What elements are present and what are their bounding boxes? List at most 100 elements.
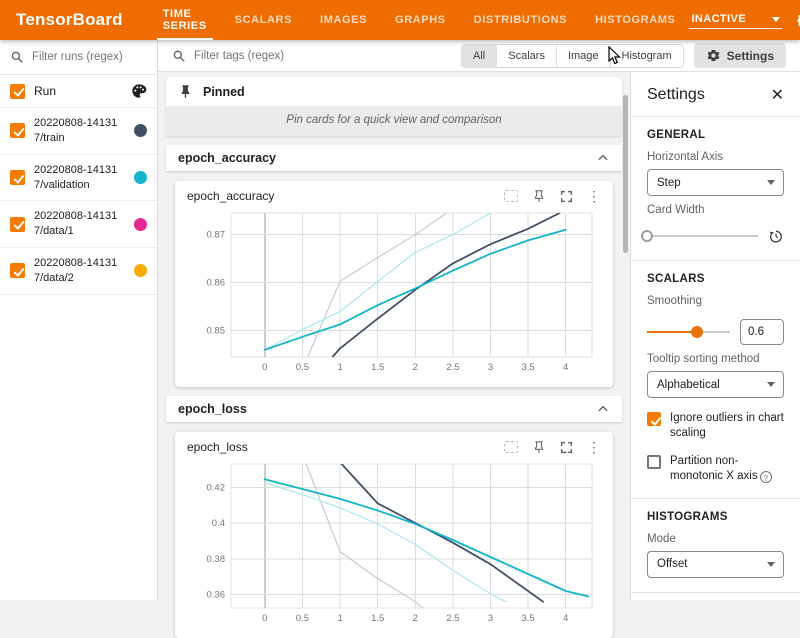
card-width-slider[interactable] — [641, 229, 758, 243]
tag-filter-input[interactable] — [194, 49, 374, 62]
horizontal-axis-value: Step — [657, 176, 681, 189]
epoch-accuracy-chart[interactable]: 0 0.5 1 1.5 2 2.5 3 3.5 4 0.85 0.86 0.87 — [187, 207, 600, 377]
svg-text:0.38: 0.38 — [207, 554, 226, 565]
filter-histogram-button[interactable]: Histogram — [610, 44, 683, 67]
filter-all-button[interactable]: All — [462, 44, 498, 67]
run-filter-row — [0, 40, 157, 75]
epoch-loss-chart[interactable]: 0 0.5 1 1.5 2 2.5 3 3.5 4 0.36 0.38 0.4 0.42 — [187, 458, 600, 628]
help-icon[interactable]: ? — [759, 470, 772, 483]
section-epoch-accuracy[interactable]: epoch_accuracy — [166, 145, 622, 171]
svg-text:0.42: 0.42 — [207, 482, 226, 493]
svg-text:2.5: 2.5 — [446, 362, 459, 373]
smoothing-input[interactable] — [740, 319, 784, 345]
settings-button-label: Settings — [726, 48, 774, 63]
pin-icon[interactable] — [532, 189, 546, 203]
run-checkbox[interactable] — [10, 123, 25, 139]
reset-icon[interactable] — [768, 228, 784, 244]
run-color-dot[interactable] — [134, 124, 147, 138]
chevron-up-icon[interactable] — [596, 402, 610, 416]
svg-text:0.5: 0.5 — [296, 613, 309, 624]
palette-icon[interactable] — [131, 83, 147, 99]
pin-icon[interactable] — [532, 440, 546, 454]
fullscreen-icon[interactable] — [560, 441, 573, 454]
svg-text:3.5: 3.5 — [521, 362, 534, 373]
run-checkbox[interactable] — [10, 216, 25, 232]
histogram-mode-select[interactable]: Offset — [647, 550, 784, 578]
partition-x-axis-checkbox[interactable] — [647, 454, 661, 469]
tab-images[interactable]: IMAGES — [320, 14, 368, 26]
filter-image-button[interactable]: Image — [556, 44, 611, 67]
chart-card-epoch-loss: epoch_loss ⋮ 0 0.5 1 1.5 2 2.5 3 3.5 4 0.36 0.38 0.… — [175, 432, 613, 638]
run-color-dot[interactable] — [134, 171, 147, 185]
section-title: epoch_loss — [178, 402, 247, 416]
tab-scalars[interactable]: SCALARS — [234, 14, 293, 26]
tooltip-sort-label: Tooltip sorting method — [647, 353, 760, 365]
partition-x-axis-row[interactable]: Partition non-monotonic X axis? — [647, 454, 784, 484]
vertical-scrollbar[interactable] — [623, 95, 628, 253]
svg-text:3.5: 3.5 — [521, 613, 534, 624]
tab-time-series[interactable]: TIME SERIES — [149, 0, 221, 40]
run-row[interactable]: 20220808-141317/data/2 — [0, 248, 157, 295]
chevron-up-icon[interactable] — [596, 151, 610, 165]
svg-text:4: 4 — [563, 362, 568, 373]
tab-histograms[interactable]: HISTOGRAMS — [595, 14, 676, 26]
section-title: epoch_accuracy — [178, 151, 276, 165]
partition-x-axis-label: Partition non-monotonic X axis? — [670, 454, 784, 484]
svg-text:0: 0 — [262, 362, 267, 373]
run-color-dot[interactable] — [134, 264, 147, 278]
navbar-right: INACTIVE ? — [689, 11, 800, 29]
ignore-outliers-checkbox[interactable] — [647, 412, 661, 426]
more-options-icon[interactable]: ⋮ — [587, 439, 601, 455]
top-navbar: TensorBoard TIME SERIES SCALARS IMAGES G… — [0, 0, 800, 40]
chevron-down-icon — [767, 382, 775, 387]
chart-card-epoch-accuracy: epoch_accuracy ⋮ 0 0.5 1 1.5 2 2.5 3 3.5 4 0.85 0.… — [175, 181, 613, 387]
settings-button[interactable]: Settings — [693, 43, 786, 68]
section-epoch-loss[interactable]: epoch_loss — [166, 396, 622, 422]
ignore-outliers-row[interactable]: Ignore outliers in chart scaling — [647, 411, 784, 441]
close-icon[interactable]: ✕ — [770, 87, 784, 104]
tag-filter — [158, 49, 461, 63]
svg-text:0.87: 0.87 — [207, 230, 226, 241]
tab-distributions[interactable]: DISTRIBUTIONS — [473, 14, 568, 26]
filter-scalars-button[interactable]: Scalars — [497, 44, 557, 67]
tab-graphs[interactable]: GRAPHS — [395, 14, 446, 26]
pin-icon — [181, 85, 190, 98]
search-icon — [11, 51, 23, 63]
run-checkbox[interactable] — [10, 170, 25, 186]
scalars-heading: SCALARS — [647, 273, 705, 285]
histograms-heading: HISTOGRAMS — [647, 510, 728, 523]
run-label: 20220808-141317/data/1 — [34, 210, 118, 238]
general-heading: GENERAL — [647, 129, 706, 141]
run-row[interactable]: 20220808-141317/validation — [0, 155, 157, 202]
main-toolbar: All Scalars Image Histogram Settings — [158, 40, 800, 72]
svg-text:1: 1 — [337, 362, 342, 373]
settings-panel: Settings ✕ GENERAL Horizontal Axis Step … — [630, 72, 800, 600]
brightness-toggle-icon[interactable] — [796, 11, 800, 29]
reload-status-value: INACTIVE — [691, 13, 746, 25]
cards-scroll-area: Pinned Pin cards for a quick view and co… — [158, 72, 630, 638]
svg-text:3: 3 — [488, 613, 493, 624]
fit-domain-icon[interactable] — [504, 441, 518, 453]
horizontal-axis-label: Horizontal Axis — [647, 151, 724, 163]
run-select-all-checkbox[interactable] — [10, 83, 25, 99]
fullscreen-icon[interactable] — [560, 190, 573, 203]
tooltip-sort-select[interactable]: Alphabetical — [647, 371, 784, 398]
run-row[interactable]: 20220808-141317/data/1 — [0, 201, 157, 249]
svg-text:0.5: 0.5 — [296, 362, 309, 373]
card-width-label: Card Width — [647, 204, 705, 216]
histogram-mode-value: Offset — [657, 558, 688, 571]
chevron-down-icon — [767, 180, 775, 185]
run-row[interactable]: 20220808-141317/train — [0, 108, 157, 155]
run-checkbox[interactable] — [10, 263, 25, 279]
run-header-row: Run — [0, 75, 157, 108]
svg-text:1.5: 1.5 — [371, 362, 384, 373]
run-filter-input[interactable] — [32, 51, 142, 63]
smoothing-slider[interactable] — [647, 325, 730, 339]
smoothing-label: Smoothing — [647, 295, 702, 307]
horizontal-axis-select[interactable]: Step — [647, 169, 784, 196]
reload-status-dropdown[interactable]: INACTIVE — [689, 11, 782, 29]
more-options-icon[interactable]: ⋮ — [587, 188, 601, 204]
fit-domain-icon[interactable] — [504, 190, 518, 202]
run-color-dot[interactable] — [134, 217, 147, 231]
tooltip-sort-value: Alphabetical — [657, 378, 720, 391]
